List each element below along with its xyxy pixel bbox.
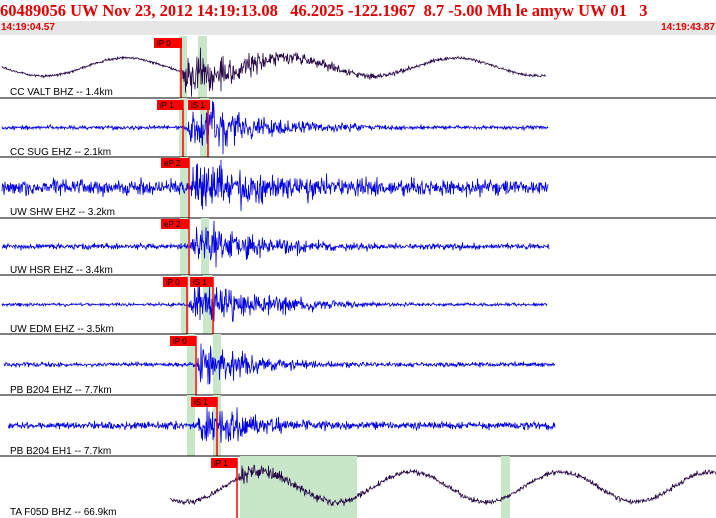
event-title: 60489056 UW Nov 23, 2012 14:19:13.08 46.… bbox=[0, 0, 716, 21]
station-label: TA F05D BHZ -- 66.9km bbox=[10, 507, 117, 518]
time-range-bar: 14:19:04.57 14:19:43.87 bbox=[0, 21, 716, 35]
analysis-window bbox=[501, 456, 510, 518]
analysis-window bbox=[348, 456, 357, 518]
trace-panel-6[interactable]: iS 1 PB B204 EH1 -- 7.7km bbox=[0, 395, 716, 457]
start-time: 14:19:04.57 bbox=[1, 21, 55, 35]
event-header: 60489056 UW Nov 23, 2012 14:19:13.08 46.… bbox=[0, 0, 716, 36]
waveform bbox=[2, 278, 547, 321]
station-label: CC SUG EHZ -- 2.1km bbox=[10, 147, 111, 158]
station-label: PB B204 EH1 -- 7.7km bbox=[10, 446, 111, 457]
pick-label: eP 2 bbox=[164, 159, 181, 168]
trace-panel-3[interactable]: eP 2 UW HSR EHZ -- 3.4km bbox=[0, 218, 716, 276]
pick-label: eP 2 bbox=[164, 220, 181, 229]
trace-panel-0[interactable]: iP 0 CC VALT BHZ -- 1.4km bbox=[0, 36, 716, 98]
station-label: UW EDM EHZ -- 3.5km bbox=[10, 324, 114, 335]
pick-label: iP 0 bbox=[166, 278, 180, 287]
trace-panel-7[interactable]: iP 1 TA F05D BHZ -- 66.9km bbox=[10, 456, 716, 518]
waveform bbox=[8, 407, 555, 443]
pick-label: iP 0 bbox=[157, 39, 171, 48]
pick-label: iS 1 bbox=[194, 398, 208, 407]
station-label: CC VALT BHZ -- 1.4km bbox=[10, 87, 113, 98]
pick-label: iS 1 bbox=[193, 278, 207, 287]
pick-label: iP 1 bbox=[160, 101, 174, 110]
pick-label: iP 0 bbox=[173, 337, 187, 346]
waveform bbox=[4, 344, 555, 385]
pick-label: iS 1 bbox=[191, 101, 205, 110]
trace-panel-1[interactable]: iP 1 iS 1 CC SUG EHZ -- 2.1km bbox=[0, 98, 716, 158]
station-label: UW SHW EHZ -- 3.2km bbox=[10, 207, 115, 218]
trace-panel-2[interactable]: eP 2 UW SHW EHZ -- 3.2km bbox=[0, 157, 716, 218]
seismogram-panel: iP 0 CC VALT BHZ -- 1.4km iP 1 iS 1 CC S… bbox=[0, 36, 716, 518]
station-label: PB B204 EHZ -- 7.7km bbox=[10, 385, 112, 396]
end-time: 14:19:43.87 bbox=[661, 21, 715, 35]
pick-label: iP 1 bbox=[214, 459, 228, 468]
waveform bbox=[2, 221, 549, 268]
waveform bbox=[2, 160, 548, 211]
station-label: UW HSR EHZ -- 3.4km bbox=[10, 265, 113, 276]
trace-panel-5[interactable]: iP 0 PB B204 EHZ -- 7.7km bbox=[0, 334, 716, 396]
trace-panel-4[interactable]: iP 0 iS 1 UW EDM EHZ -- 3.5km bbox=[0, 275, 716, 335]
